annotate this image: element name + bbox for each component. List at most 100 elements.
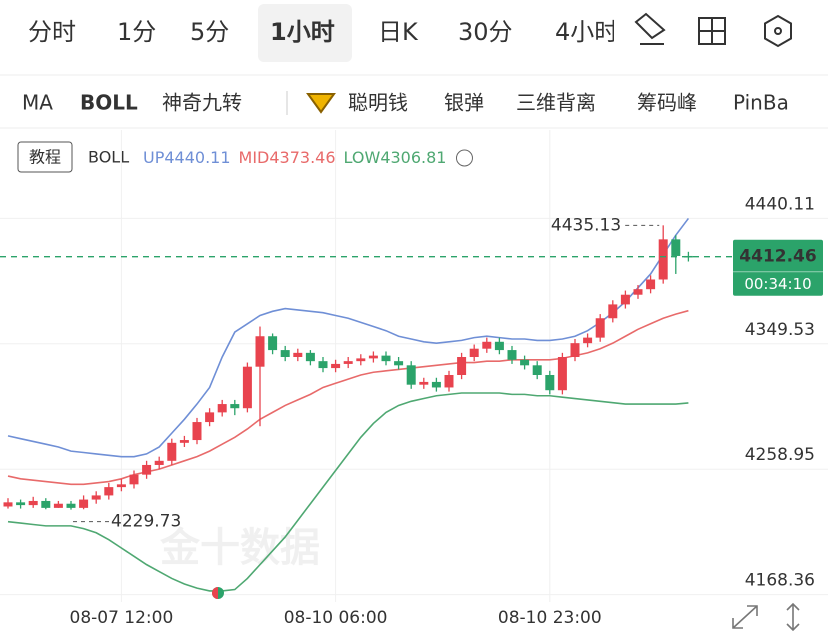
tab[interactable]: 日K: [378, 18, 419, 46]
tab[interactable]: 分时: [28, 18, 76, 46]
max-label: 4435.13: [551, 215, 621, 235]
legend-name: UP: [143, 148, 165, 167]
candle-body: [683, 255, 693, 258]
candle-body: [3, 502, 13, 507]
legend-value: 4306.81: [380, 148, 446, 167]
candle-body: [368, 355, 378, 359]
legend-value: 4373.46: [269, 148, 335, 167]
toolbar-icons: [634, 12, 792, 48]
candle-body: [532, 365, 542, 375]
legend-name: LOW: [344, 148, 381, 167]
candle-body: [192, 422, 202, 441]
candle-body: [419, 381, 429, 385]
candle-body: [53, 503, 63, 508]
indicator-tab[interactable]: 神奇九转: [162, 91, 242, 115]
candle-body: [293, 352, 303, 358]
candle-body: [620, 294, 630, 305]
candle-body: [356, 358, 366, 362]
tab[interactable]: 30分: [458, 18, 513, 46]
candle-body: [116, 484, 126, 488]
candle-body: [66, 503, 76, 508]
tab[interactable]: 4小时: [555, 18, 618, 46]
indicator-name: BOLL: [88, 148, 129, 167]
legend-entry: UP4440.11: [143, 148, 231, 167]
draw-icon[interactable]: [634, 12, 666, 45]
indicator-tab[interactable]: BOLL: [80, 91, 138, 115]
candle-body: [444, 374, 454, 388]
min-label: 4229.73: [111, 512, 181, 532]
band-line: [7, 392, 689, 592]
x-tick-label: 08-10 23:00: [498, 608, 602, 628]
candle-body: [318, 361, 328, 369]
candle-body: [16, 502, 26, 506]
candle-body: [79, 499, 89, 508]
candle-body: [520, 359, 530, 366]
tutorial-button[interactable]: [17, 141, 73, 173]
y-tick-label: 4258.95: [745, 445, 815, 465]
candle-body: [91, 495, 101, 500]
x-tick-label: 08-07 12:00: [70, 608, 174, 628]
candle-body: [482, 341, 492, 349]
candle-body: [343, 361, 353, 364]
candle-body: [545, 374, 555, 391]
settings-icon[interactable]: [764, 14, 792, 48]
legend-name: MID: [239, 148, 270, 167]
watermark: 金十数据: [159, 525, 320, 571]
candle-body: [570, 343, 580, 358]
candle-body: [255, 336, 265, 367]
tab[interactable]: 5分: [190, 18, 229, 46]
indicator-tab[interactable]: PinBar: [733, 91, 798, 115]
candle-body: [557, 357, 567, 391]
candle-body: [129, 474, 139, 485]
indicator-tab[interactable]: 银弹: [444, 91, 484, 115]
event-marker-half: [212, 587, 218, 599]
candle-body: [394, 361, 404, 366]
candle-body: [494, 341, 504, 351]
candle-body: [469, 348, 479, 358]
indicator-tab[interactable]: MA: [22, 91, 53, 115]
fullscreen-icon[interactable]: [732, 605, 758, 629]
candle-body: [633, 289, 643, 295]
candle-body: [431, 381, 441, 388]
candle-body: [41, 500, 51, 508]
legend-value: 4440.11: [164, 148, 230, 167]
candle-body: [280, 350, 290, 358]
y-tick-label: 4349.53: [745, 320, 815, 340]
candle-body: [28, 500, 38, 506]
indicator-bar: MA BOLL 神奇九转 聪明钱 银弹 三维背离 筹码峰 PinBar: [22, 91, 798, 115]
corner-icons: [732, 602, 800, 632]
settings-icon-dot: [774, 27, 782, 35]
band-line: [7, 217, 690, 458]
candle-body: [154, 460, 164, 465]
y-tick-label: 4168.36: [745, 571, 815, 591]
candle-body: [268, 336, 278, 351]
indicator-tab[interactable]: 三维背离: [516, 91, 596, 115]
candle-body: [457, 357, 467, 375]
tab[interactable]: 1小时: [270, 18, 335, 46]
scale-icon[interactable]: [786, 602, 800, 632]
legend: UP4440.11 MID4373.46 LOW4306.81: [143, 148, 473, 167]
tab[interactable]: 1分: [117, 18, 156, 46]
candle-body: [658, 239, 668, 280]
selected-tab-bg: [258, 4, 352, 62]
legend-entry: LOW4306.81: [344, 148, 447, 167]
candle-body: [167, 442, 177, 461]
candle-body: [242, 366, 252, 409]
smart-money-icon: [306, 93, 336, 114]
y-tick-label: 4440.11: [745, 194, 815, 214]
x-tick-label: 08-10 06:00: [284, 608, 388, 628]
candle-body: [595, 318, 605, 338]
candle-body: [381, 355, 391, 362]
candle-body: [671, 239, 681, 256]
legend-settings[interactable]: [455, 149, 473, 167]
countdown: 00:34:10: [744, 275, 811, 293]
candle-body: [305, 352, 315, 362]
last-price-box: [733, 239, 823, 296]
candle-body: [646, 279, 656, 290]
indicator-tab[interactable]: 筹码峰: [637, 91, 697, 115]
tutorial-label[interactable]: 教程: [29, 148, 61, 167]
tab-bar: 分时 1分 5分 1小时 日K 30分 4小时: [28, 18, 618, 46]
indicator-tab[interactable]: 聪明钱: [348, 91, 408, 115]
candle-body: [179, 440, 189, 443]
